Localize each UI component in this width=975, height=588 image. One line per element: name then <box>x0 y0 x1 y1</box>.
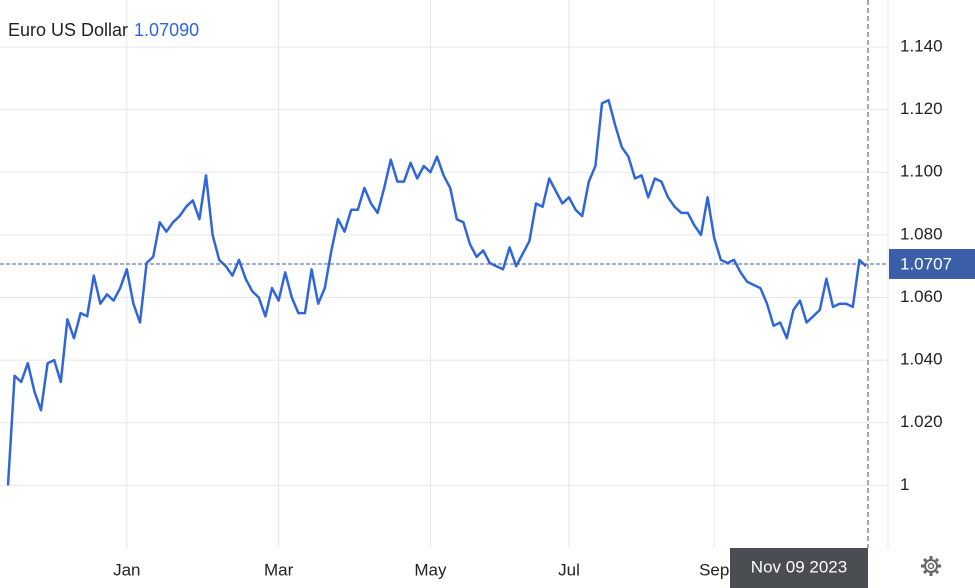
grid <box>0 0 888 548</box>
gear-teeth <box>921 556 941 576</box>
x-tick-label: Mar <box>264 560 294 579</box>
last-price-label: 1.0707 <box>900 254 952 273</box>
crosshair-label: Nov 09 2023 <box>751 557 847 576</box>
x-tick-label: Jul <box>558 560 580 579</box>
y-tick-label: 1.080 <box>900 224 943 243</box>
price-line <box>6 98 867 486</box>
x-tick-label: Jan <box>113 560 140 579</box>
y-tick-label: 1.020 <box>900 412 943 431</box>
title: Euro US Dollar <box>8 20 128 40</box>
gear-ring <box>924 559 938 573</box>
y-tick-label: 1.140 <box>900 36 943 55</box>
crosshair-box <box>730 548 868 588</box>
x-tick-label: Sep <box>699 560 729 579</box>
y-tick-label: 1.040 <box>900 350 943 369</box>
y-tick-label: 1.120 <box>900 99 943 118</box>
settings-icon[interactable] <box>921 556 941 576</box>
gear-hub <box>927 562 935 570</box>
x-tick-label: May <box>414 560 447 579</box>
y-tick-label: 1.060 <box>900 287 943 306</box>
y-tick-label: 1.100 <box>900 162 943 181</box>
y-tick-label: 1 <box>900 475 909 494</box>
chart-title: Euro US Dollar 1.07090 <box>8 20 199 40</box>
current-value: 1.07090 <box>134 20 199 40</box>
last-price-box <box>889 248 975 279</box>
